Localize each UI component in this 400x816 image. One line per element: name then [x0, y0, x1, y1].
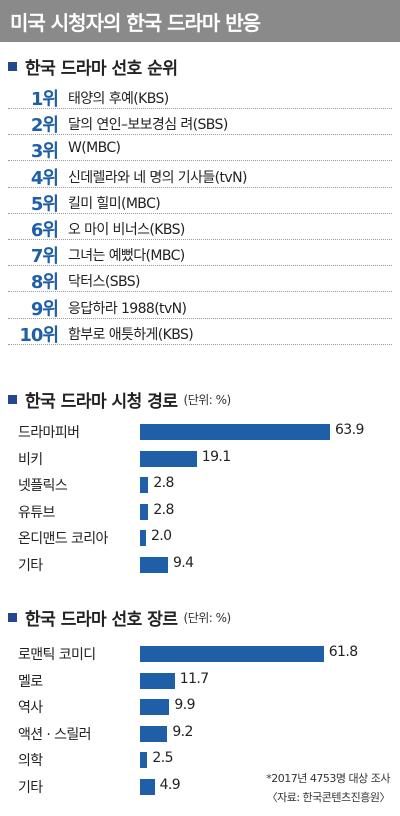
ranking-row: 7위 그녀는 예뻤다(MBC): [8, 242, 392, 268]
bar-category-label: 드라마피버: [18, 425, 80, 441]
drama-title: 닥터스(SBS): [68, 274, 141, 291]
bar-row: 액션 · 스릴러 9.2: [0, 722, 400, 744]
bar-row: 의학 2.5: [0, 748, 400, 770]
ranking-row: 3위 W(MBC): [8, 137, 392, 163]
bar-value-label: 9.9: [174, 697, 195, 714]
bar: [140, 450, 197, 467]
bar: [140, 779, 155, 795]
rank-number: 5위: [30, 193, 59, 215]
drama-title: W(MBC): [68, 140, 121, 157]
square-bullet-icon: [8, 613, 17, 622]
ranking-row: 8위 닥터스(SBS): [8, 268, 392, 294]
ranking-row: 6위 오 마이 비너스(KBS): [8, 216, 392, 241]
rank-number: 7위: [30, 246, 59, 268]
bar-category-label: 멜로: [18, 673, 43, 690]
bar-category-label: 기타: [18, 558, 43, 574]
bar-value-label: 61.8: [328, 644, 358, 660]
page-title: 미국 시청자의 한국 드라마 반응: [10, 11, 261, 35]
bar: [140, 424, 330, 440]
bar-value-label: 2.8: [153, 501, 174, 518]
bar-row: 기타 4.9: [0, 775, 400, 797]
bar-category-label: 로맨틱 코미디: [18, 647, 96, 663]
bar: [140, 699, 170, 716]
drama-title: 달의 연인–보보경심 려(SBS): [68, 117, 228, 134]
rank-number: 6위: [30, 220, 59, 241]
rank-number: 8위: [30, 272, 59, 294]
rank-number: 4위: [30, 167, 59, 189]
bar: [140, 646, 324, 662]
bar-row: 비키 19.1: [0, 447, 400, 469]
ranking-row: 2위 달의 연인–보보경심 려(SBS): [8, 111, 392, 137]
bar-category-label: 의학: [18, 753, 43, 770]
rank-number: 9위: [30, 298, 59, 320]
bar-row: 온디맨드 코리아 2.0: [0, 526, 400, 548]
bar: [140, 672, 175, 689]
drama-title: 신데렐라와 네 명의 기사들(tvN): [68, 169, 247, 186]
bar-value-label: 9.4: [172, 555, 194, 571]
bar: [140, 725, 168, 742]
drama-title: 함부로 애틋하게(KBS): [68, 326, 194, 343]
bar-row: 역사 9.9: [0, 695, 400, 717]
bar-value-label: 9.2: [172, 723, 193, 740]
bar: [140, 530, 146, 547]
drama-title: 킬미 힐미(MBC): [68, 195, 161, 212]
bar: [140, 503, 149, 520]
bar-category-label: 역사: [18, 700, 43, 717]
bar-category-label: 액션 · 스릴러: [18, 726, 92, 743]
bar: [140, 477, 149, 494]
bar-value-label: 63.9: [335, 422, 364, 438]
survey-note: *2017년 4753명 대상 조사: [266, 772, 390, 785]
genre-chart-title: 한국 드라마 선호 장르: [25, 610, 178, 630]
bar-value-label: 19.1: [201, 448, 231, 465]
source-note: 〈자료: 한국콘텐츠진흥원〉: [266, 791, 391, 804]
bar: [140, 752, 148, 769]
ranking-title: 한국 드라마 선호 순위: [25, 59, 178, 79]
ranking-row: 5위 킬미 힐미(MBC): [8, 190, 392, 215]
bar-category-label: 비키: [18, 451, 43, 468]
ranking-row: 1위 태양의 후예(KBS): [8, 85, 392, 110]
bar-category-label: 유튜브: [18, 504, 55, 521]
rank-number: 1위: [30, 89, 59, 110]
rank-number: 10위: [19, 324, 59, 346]
bar-value-label: 2.8: [153, 475, 174, 492]
ranking-section-title: 한국 드라마 선호 순위: [8, 54, 178, 79]
bar-category-label: 넷플릭스: [18, 478, 68, 495]
bar-row: 드라마피버 63.9: [0, 420, 400, 442]
square-bullet-icon: [8, 395, 17, 404]
ranking-row: 4위 신데렐라와 네 명의 기사들(tvN): [8, 164, 392, 189]
drama-title: 태양의 후예(KBS): [68, 91, 169, 107]
drama-title: 그녀는 예뻤다(MBC): [68, 248, 185, 265]
genre-section-title: 한국 드라마 선호 장르 (단위: %): [8, 605, 231, 630]
header-bar: 미국 시청자의 한국 드라마 반응: [0, 0, 400, 42]
drama-title: 응답하라 1988(tvN): [68, 300, 187, 317]
genre-chart-unit: (단위: %): [183, 611, 232, 625]
bar: [140, 557, 168, 573]
channel-chart-unit: (단위: %): [183, 393, 232, 407]
ranking-row: 10위 함부로 애틋하게(KBS): [8, 321, 392, 346]
ranking-row: 9위 응답하라 1988(tvN): [8, 295, 392, 320]
bar-row: 멜로 11.7: [0, 669, 400, 691]
channel-chart-title: 한국 드라마 시청 경로: [25, 392, 178, 412]
bar-row: 유튜브 2.8: [0, 500, 400, 522]
bar-value-label: 11.7: [179, 670, 209, 687]
rank-number: 3위: [30, 141, 59, 163]
square-bullet-icon: [8, 62, 17, 71]
bar-category-label: 기타: [18, 780, 43, 796]
bar-value-label: 4.9: [159, 777, 181, 793]
drama-title: 오 마이 비너스(KBS): [68, 222, 185, 238]
bar-row: 넷플릭스 2.8: [0, 473, 400, 495]
bar-value-label: 2.0: [150, 528, 172, 545]
bar-value-label: 2.5: [152, 750, 173, 767]
bar-category-label: 온디맨드 코리아: [18, 531, 108, 548]
bar-row: 로맨틱 코미디 61.8: [0, 642, 400, 664]
bar-row: 기타 9.4: [0, 553, 400, 575]
rank-number: 2위: [30, 115, 59, 137]
channel-section-title: 한국 드라마 시청 경로 (단위: %): [8, 387, 231, 412]
